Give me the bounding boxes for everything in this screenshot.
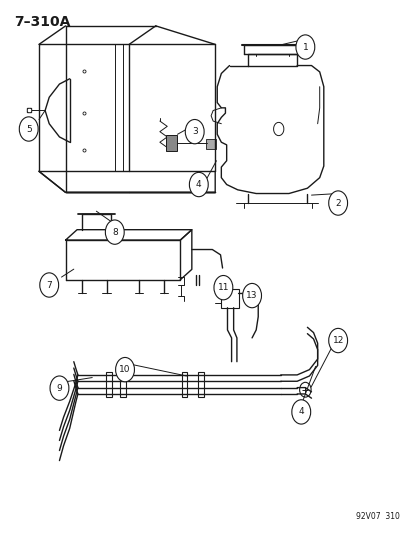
Text: 4: 4 (298, 407, 303, 416)
Text: 7–310A: 7–310A (14, 15, 71, 29)
Bar (120, 372, 126, 397)
Text: 9: 9 (57, 384, 62, 393)
Text: 8: 8 (112, 228, 117, 237)
Bar (220, 289, 238, 308)
Circle shape (19, 117, 38, 141)
Text: 5: 5 (26, 125, 31, 133)
Circle shape (105, 220, 124, 244)
Text: 13: 13 (246, 291, 257, 300)
Text: 12: 12 (332, 336, 343, 345)
Text: 1: 1 (302, 43, 308, 52)
Circle shape (295, 35, 314, 59)
Circle shape (189, 172, 208, 197)
Circle shape (328, 191, 347, 215)
Circle shape (328, 328, 347, 353)
Circle shape (115, 358, 134, 382)
Circle shape (291, 400, 310, 424)
Text: 92V07  310: 92V07 310 (355, 512, 399, 521)
Text: 7: 7 (46, 280, 52, 289)
Bar (105, 372, 111, 397)
Text: 4: 4 (195, 180, 201, 189)
Text: 10: 10 (119, 365, 131, 374)
Bar (206, 139, 216, 149)
Bar (181, 372, 187, 397)
Text: 3: 3 (191, 127, 197, 136)
Bar (197, 372, 203, 397)
Text: 11: 11 (217, 283, 228, 292)
Circle shape (242, 284, 261, 308)
Bar (166, 135, 177, 151)
Circle shape (40, 273, 59, 297)
Circle shape (50, 376, 69, 400)
Text: 2: 2 (335, 198, 340, 207)
Circle shape (185, 119, 204, 144)
Circle shape (214, 276, 232, 300)
